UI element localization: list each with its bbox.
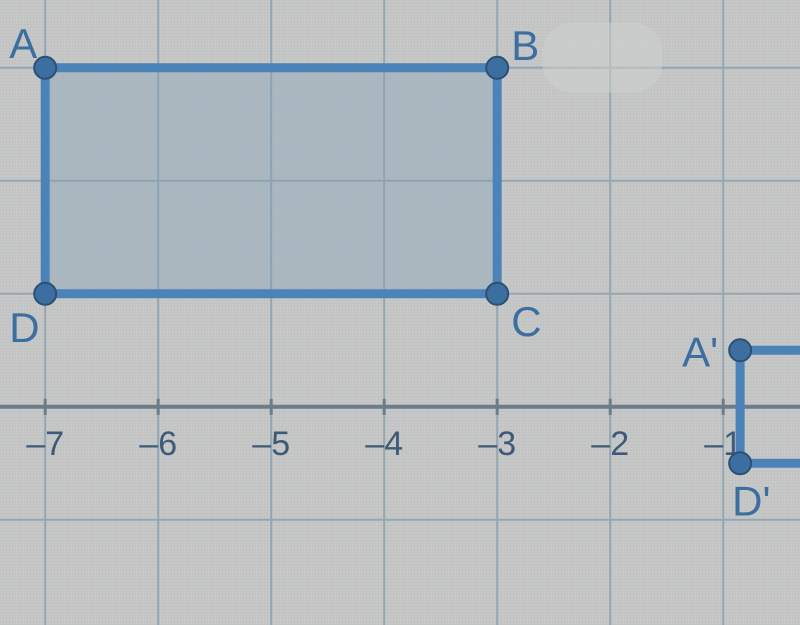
vertex-label-d: D xyxy=(9,304,39,351)
vertex-label-dprime: D' xyxy=(732,477,770,524)
vertex-point-a xyxy=(34,57,56,79)
vertex-label-b: B xyxy=(511,22,539,69)
x-axis-label: –7 xyxy=(26,425,64,463)
x-axis-label: –3 xyxy=(478,425,516,463)
x-axis-label: –6 xyxy=(139,425,177,463)
vertex-label-a: A xyxy=(9,20,37,67)
x-axis-label: –4 xyxy=(365,425,403,463)
vertex-label-aprime: A' xyxy=(682,328,718,375)
x-axis-label: –2 xyxy=(591,425,629,463)
vertex-point-dprime xyxy=(729,452,751,474)
coordinate-grid: –7–6–5–4–3–2–1ABCDA'D' xyxy=(0,0,800,625)
x-axis-label: –5 xyxy=(252,425,290,463)
photo-artifact xyxy=(542,23,662,93)
rectangle-fill xyxy=(45,68,497,294)
vertex-label-c: C xyxy=(511,298,541,345)
vertex-point-d xyxy=(34,283,56,305)
vertex-point-b xyxy=(486,57,508,79)
vertex-point-aprime xyxy=(729,339,751,361)
vertex-point-c xyxy=(486,283,508,305)
